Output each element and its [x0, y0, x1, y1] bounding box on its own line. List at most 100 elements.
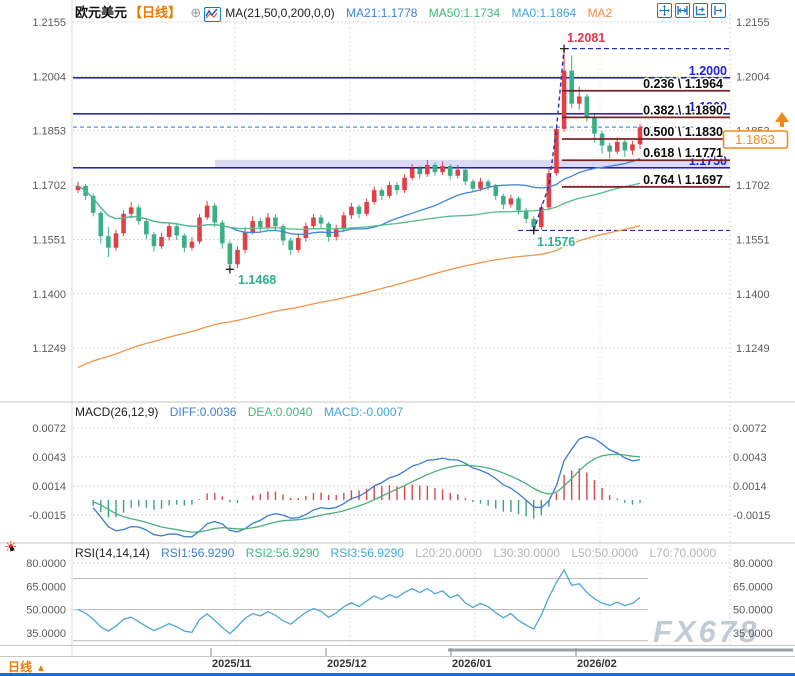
macd-hist-value: MACD:-0.0007	[323, 405, 404, 419]
candle	[508, 194, 514, 208]
svg-text:1.1900: 1.1900	[689, 100, 727, 114]
pane-borders	[0, 0, 795, 657]
svg-text:1.1702: 1.1702	[32, 180, 66, 192]
candle	[295, 233, 301, 253]
candle	[592, 114, 597, 143]
rsi-panel	[77, 569, 641, 635]
svg-text:0.0043: 0.0043	[32, 452, 66, 464]
svg-text:1.1400: 1.1400	[736, 289, 770, 301]
candle	[227, 240, 233, 270]
extreme-marker	[529, 226, 538, 235]
candle	[379, 187, 385, 201]
candle	[280, 223, 286, 246]
candle	[75, 181, 81, 193]
watermark: FX678	[653, 614, 760, 649]
svg-text:1.1853: 1.1853	[32, 126, 66, 138]
candle	[166, 222, 172, 241]
x-axis-label: 2026/02	[577, 658, 617, 670]
candle	[113, 229, 119, 251]
rsi-l20-label: L20:20.0000	[415, 546, 482, 560]
extreme-marker	[225, 265, 234, 274]
rsi-header: RSI(14,14,14) RSI1:56.9290 RSI2:56.9290 …	[75, 546, 716, 560]
svg-text:1.1576: 1.1576	[537, 235, 575, 249]
svg-text:0.0014: 0.0014	[733, 481, 767, 493]
x-axis-label: 2025/11	[212, 658, 252, 670]
svg-text:0.500 \ 1.1830: 0.500 \ 1.1830	[643, 125, 723, 139]
candle	[409, 164, 415, 181]
svg-text:80.0000: 80.0000	[733, 558, 773, 570]
candlestick-chart-icon[interactable]	[204, 7, 222, 22]
zoom-x-axis-icon[interactable]	[675, 3, 690, 18]
pan-icon[interactable]	[657, 3, 672, 18]
chevron-up-icon: ▲	[36, 663, 46, 674]
candle	[614, 137, 620, 155]
candle	[98, 211, 104, 244]
candle	[493, 184, 499, 201]
indicator-settings-icon[interactable]: ☀	[4, 540, 22, 558]
candle	[242, 227, 248, 254]
svg-text:-0.0015: -0.0015	[733, 510, 770, 522]
export-icon[interactable]	[711, 3, 726, 18]
candle	[425, 159, 430, 177]
svg-text:1.1551: 1.1551	[32, 234, 66, 246]
candle	[364, 198, 369, 217]
candle	[220, 220, 225, 249]
link-icon[interactable]: ⊕	[190, 5, 202, 20]
svg-text:65.0000: 65.0000	[733, 581, 773, 593]
candle	[326, 221, 331, 242]
candle	[318, 214, 324, 229]
candle	[106, 227, 111, 258]
x-axis-bar: 日线 ▲ 2025/11 2025/12 2026/01 2026/02	[0, 657, 795, 674]
candle	[546, 168, 552, 211]
candle	[523, 208, 529, 224]
macd-panel	[92, 435, 641, 538]
candle	[189, 236, 195, 251]
ma-settings-label: MA(21,50,0,200,0,0)	[225, 6, 335, 20]
extreme-marker	[560, 44, 569, 53]
svg-text:1.2155: 1.2155	[736, 17, 770, 29]
svg-text:0.382 \ 1.1890: 0.382 \ 1.1890	[643, 103, 723, 117]
svg-text:1.1249: 1.1249	[736, 343, 770, 355]
timeframe-selector[interactable]: 日线 ▲	[8, 660, 46, 674]
highlight-band	[215, 159, 730, 168]
svg-text:35.0000: 35.0000	[733, 628, 773, 640]
svg-text:65.0000: 65.0000	[26, 581, 66, 593]
svg-text:0.236 \ 1.1964: 0.236 \ 1.1964	[643, 77, 723, 91]
level-lines-layer	[73, 48, 730, 232]
rsi-title: RSI(14,14,14)	[75, 546, 150, 560]
macd-header: MACD(26,12,9) DIFF:0.0036 DEA:0.0040 MAC…	[75, 405, 403, 419]
timeframe-tag[interactable]: 【日线】	[129, 5, 182, 20]
candle	[303, 222, 309, 242]
svg-text:1.2081: 1.2081	[567, 31, 605, 45]
candle	[159, 232, 164, 249]
candle	[447, 164, 453, 180]
svg-text:80.0000: 80.0000	[26, 558, 66, 570]
svg-text:0.0043: 0.0043	[733, 452, 767, 464]
svg-text:-0.0015: -0.0015	[29, 510, 66, 522]
svg-text:0.764 \ 1.1697: 0.764 \ 1.1697	[643, 173, 723, 187]
candle	[144, 218, 149, 240]
svg-text:1.1468: 1.1468	[238, 273, 276, 287]
candle	[371, 186, 377, 205]
candle	[121, 210, 126, 237]
ma21-value-label: MA21:1.1778	[346, 6, 418, 20]
rsi2-value: RSI2:56.9290	[245, 546, 320, 560]
candle	[622, 139, 628, 157]
candle	[470, 179, 476, 193]
chart-toolbar	[657, 3, 726, 18]
candle	[174, 223, 180, 240]
candle	[394, 182, 400, 195]
candle	[151, 231, 157, 252]
candle	[417, 166, 423, 179]
candle	[402, 174, 407, 193]
svg-text:0.0014: 0.0014	[32, 481, 66, 493]
svg-text:0.0072: 0.0072	[733, 423, 767, 435]
zoom-y-axis-icon[interactable]	[693, 3, 708, 18]
svg-text:1.1551: 1.1551	[736, 234, 770, 246]
rsi1-value: RSI1:56.9290	[161, 546, 235, 560]
candle	[265, 212, 271, 230]
trendline	[533, 48, 565, 231]
